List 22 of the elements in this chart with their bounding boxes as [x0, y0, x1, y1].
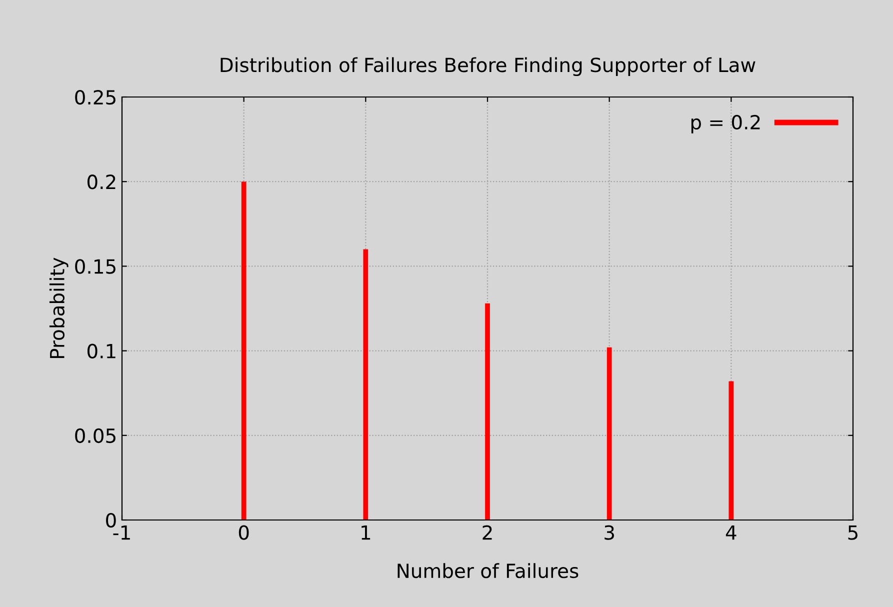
bar [241, 182, 246, 520]
legend-label: p = 0.2 [691, 114, 760, 134]
y-axis-title: Probability [49, 258, 68, 358]
x-tick-label: 4 [726, 525, 736, 540]
bar [363, 249, 368, 520]
y-tick-label: 0.1 [88, 344, 116, 358]
bar [728, 381, 734, 520]
chart-title: Distribution of Failures Before Finding Supporter of Law [220, 57, 756, 76]
bar [606, 347, 612, 520]
y-tick-label: 0.15 [75, 259, 116, 274]
x-tick-label: 0 [238, 525, 249, 540]
y-tick-label: 0.05 [75, 428, 116, 444]
y-tick-label: 0 [106, 512, 116, 528]
bar [485, 303, 490, 520]
x-tick-label: 2 [482, 525, 492, 540]
y-tick-label: 0.2 [88, 174, 116, 190]
x-tick-label: 1 [362, 525, 370, 540]
x-tick-label: -1 [113, 525, 130, 540]
x-axis-title: Number of Failures [398, 563, 578, 578]
x-tick-label: 5 [848, 525, 858, 540]
x-tick-label: 3 [604, 525, 614, 540]
y-tick-label: 0.25 [75, 90, 116, 105]
